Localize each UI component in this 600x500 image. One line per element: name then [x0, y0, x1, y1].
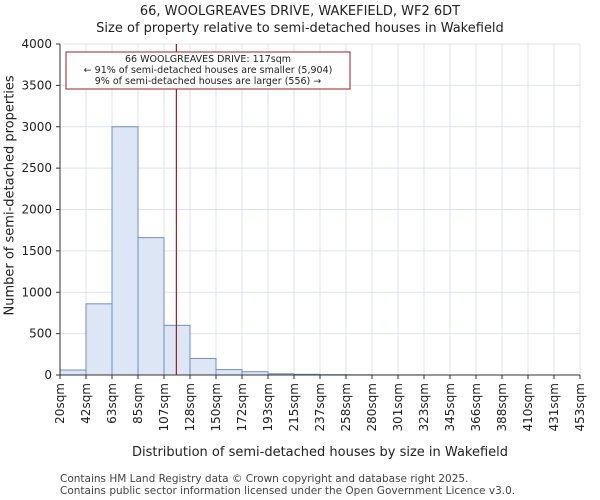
annotation-frame — [65, 51, 351, 90]
axes — [56, 43, 581, 379]
footer-copyright: Contains HM Land Registry data © Crown c… — [60, 473, 469, 485]
x-tick-label: 85sqm — [131, 383, 145, 424]
histogram-bar — [59, 369, 87, 376]
y-tick-label: 3500 — [21, 78, 52, 92]
x-tick-label: 237sqm — [313, 383, 327, 431]
x-tick-label: 410sqm — [521, 383, 535, 431]
x-tick-label: 345sqm — [443, 383, 457, 431]
x-tick-label: 366sqm — [469, 383, 483, 431]
annotation-line-smaller: ← 91% of semi-detached houses are smalle… — [84, 65, 333, 76]
y-tick-label: 0 — [44, 368, 52, 382]
x-tick-label: 63sqm — [105, 383, 119, 424]
chart-title: 66, WOOLGREAVES DRIVE, WAKEFIELD, WF2 6D… — [139, 4, 461, 19]
x-axis-label: Distribution of semi-detached houses by … — [131, 445, 509, 460]
x-tick-label: 172sqm — [235, 383, 249, 431]
x-tick-label: 388sqm — [495, 383, 509, 431]
y-tick-label: 1500 — [21, 244, 52, 258]
y-tick-label: 2500 — [21, 161, 52, 175]
x-tick-label: 301sqm — [391, 383, 405, 431]
annotation-line-property: 66 WOOLGREAVES DRIVE: 117sqm — [125, 54, 291, 65]
y-tick-label: 3000 — [21, 120, 52, 134]
chart-subtitle: Size of property relative to semi-detach… — [96, 21, 504, 36]
histogram-bar — [137, 237, 165, 376]
histogram-bar — [111, 126, 139, 376]
histogram-bar — [215, 369, 243, 376]
y-tick-label: 2000 — [21, 203, 52, 217]
x-tick-label: 453sqm — [573, 383, 587, 431]
y-tick-label: 500 — [29, 327, 52, 341]
footer-licence: Contains public sector information licen… — [60, 485, 516, 497]
y-tick-label: 1000 — [21, 285, 52, 299]
x-tick-label: 280sqm — [365, 383, 379, 431]
tick-labels: 0 500 1000 1500 2000 2500 3000 3500 4000 20sqm 42s… — [21, 37, 587, 431]
x-tick-label: 431sqm — [547, 383, 561, 431]
x-tick-label: 215sqm — [287, 383, 301, 431]
y-tick-label: 4000 — [21, 37, 52, 51]
x-tick-label: 20sqm — [53, 383, 67, 424]
bars — [59, 126, 425, 376]
x-tick-label: 150sqm — [209, 383, 223, 431]
histogram-bar — [189, 357, 217, 376]
annotation-line-larger: 9% of semi-detached houses are larger (5… — [95, 76, 322, 87]
annotation-box: 66 WOOLGREAVES DRIVE: 117sqm← 91% of sem… — [65, 51, 351, 90]
x-tick-label: 258sqm — [339, 383, 353, 431]
x-tick-label: 128sqm — [183, 383, 197, 431]
x-tick-label: 323sqm — [417, 383, 431, 431]
histogram-bar — [85, 303, 113, 376]
x-tick-label: 42sqm — [79, 383, 93, 424]
histogram-bar — [163, 324, 191, 376]
x-tick-label: 107sqm — [157, 383, 171, 431]
y-axis-label: Number of semi-detached properties — [2, 75, 18, 316]
x-tick-label: 193sqm — [261, 383, 275, 431]
